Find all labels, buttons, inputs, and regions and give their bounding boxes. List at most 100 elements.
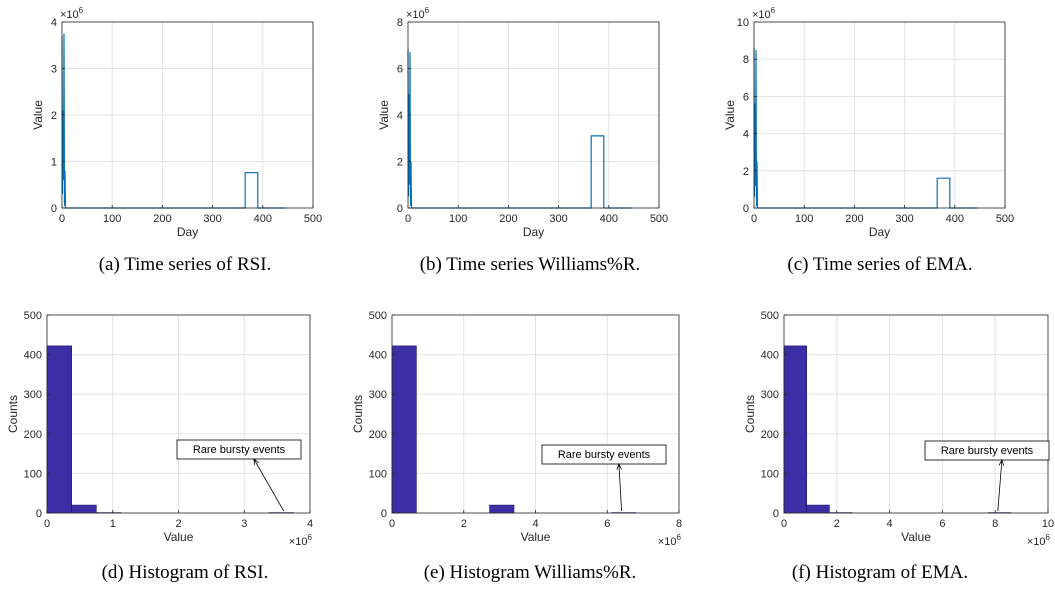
y-tick-label: 500 [369, 310, 387, 322]
annotation-arrow [253, 458, 285, 512]
annotation-text: Rare bursty events [558, 449, 651, 461]
x-tick-label: 300 [549, 213, 567, 225]
y-tick-label: 400 [369, 350, 387, 362]
x-tick-label: 500 [996, 213, 1014, 225]
y-tick-label: 10 [737, 17, 749, 29]
y-tick-label: 200 [369, 429, 387, 441]
y-tick-label: 8 [743, 54, 749, 66]
subfigure-caption: (b) Time series Williams%R. [420, 254, 641, 275]
y-tick-label: 4 [397, 110, 403, 122]
y-axis-label: Counts [743, 395, 757, 433]
y-tick-label: 200 [24, 429, 42, 441]
y-tick-label: 0 [773, 508, 779, 520]
x-tick-label: 4 [887, 518, 893, 530]
subfigure-caption: (f) Histogram of EMA. [792, 562, 968, 583]
y-exponent-power: 6 [771, 6, 776, 15]
x-tick-label: 6 [939, 518, 945, 530]
x-axis-label: Value [521, 530, 551, 544]
y-exponent-label: ×106 [60, 6, 84, 21]
x-exponent-label: ×106 [658, 533, 682, 548]
y-tick-label: 300 [24, 389, 42, 401]
y-tick-label: 6 [743, 91, 749, 103]
x-tick-label: 400 [946, 213, 964, 225]
x-tick-label: 500 [650, 213, 668, 225]
x-tick-label: 200 [845, 213, 863, 225]
chart-panel-e: 0 2 4 6 8 0 100 200 300 400 500 Value Counts ×106 Rare… [351, 310, 682, 583]
x-tick-label: 6 [604, 518, 610, 530]
y-tick-label: 400 [761, 350, 779, 362]
histogram-bar [783, 345, 808, 514]
series-line [753, 47, 978, 209]
x-tick-label: 4 [532, 518, 538, 530]
axes-box [753, 21, 1006, 209]
y-tick-label: 0 [743, 203, 749, 215]
annotation-box [176, 439, 302, 460]
annotation-arrow [997, 459, 1003, 512]
y-tick-label: 500 [761, 310, 779, 322]
histogram-bar [391, 345, 417, 514]
y-tick-label: 400 [24, 350, 42, 362]
x-tick-label: 200 [499, 213, 517, 225]
y-exponent-label: ×106 [752, 6, 776, 21]
y-axis-label: Value [31, 100, 45, 130]
histogram-bar [71, 504, 97, 514]
x-tick-label: 200 [153, 213, 171, 225]
x-axis-label: Day [177, 225, 198, 239]
subfigure-caption: (c) Time series of EMA. [787, 254, 972, 275]
x-exponent-label: ×106 [289, 533, 313, 548]
x-tick-label: 0 [44, 518, 50, 530]
y-axis-label: Counts [351, 395, 365, 433]
series-line [61, 33, 286, 209]
x-tick-label: 0 [405, 213, 411, 225]
subfigure-caption: (a) Time series of RSI. [99, 254, 272, 275]
subfigure-caption: (e) Histogram Williams%R. [424, 562, 637, 583]
x-axis-label: Value [164, 530, 194, 544]
annotation-arrow [618, 463, 622, 512]
x-tick-label: 10 [1042, 518, 1054, 530]
y-tick-label: 0 [381, 508, 387, 520]
x-exponent-power: 6 [1046, 533, 1051, 542]
x-tick-label: 0 [389, 518, 395, 530]
subfigure-caption: (d) Histogram of RSI. [102, 562, 269, 583]
y-axis-label: Value [377, 100, 391, 130]
y-tick-label: 3 [51, 64, 57, 76]
x-exponent-label: ×106 [1027, 533, 1051, 548]
x-exponent-power: 6 [308, 533, 313, 542]
x-exponent-power: 6 [677, 533, 682, 542]
x-axis-label: Value [901, 530, 931, 544]
chart-panel-d: 0 1 2 3 4 0 100 200 300 400 500 Value Counts ×106 Rare… [6, 310, 313, 583]
y-axis-label: Counts [6, 395, 20, 433]
y-tick-label: 0 [397, 203, 403, 215]
x-tick-label: 0 [781, 518, 787, 530]
y-tick-label: 100 [24, 468, 42, 480]
y-tick-label: 500 [24, 310, 42, 322]
y-tick-label: 300 [369, 389, 387, 401]
x-tick-label: 400 [600, 213, 618, 225]
y-exponent-power: 6 [425, 6, 430, 15]
x-axis-label: Day [523, 225, 544, 239]
y-tick-label: 100 [761, 468, 779, 480]
chart-panel-f: 0 2 4 6 8 100100200300400500ValueCounts×106Ra… [743, 310, 1054, 583]
y-tick-label: 2 [397, 157, 403, 169]
y-tick-label: 100 [369, 468, 387, 480]
series-line [407, 49, 632, 209]
x-tick-label: 300 [895, 213, 913, 225]
x-tick-label: 0 [751, 213, 757, 225]
annotation-box [924, 440, 1050, 461]
x-tick-label: 0 [59, 213, 65, 225]
annotation-arrowhead [253, 458, 259, 466]
x-tick-label: 2 [834, 518, 840, 530]
y-tick-label: 200 [761, 429, 779, 441]
x-tick-label: 3 [241, 518, 247, 530]
x-tick-label: 2 [461, 518, 467, 530]
y-axis-label: Value [723, 100, 737, 130]
x-tick-label: 1 [110, 518, 116, 530]
histogram-bar [46, 345, 72, 514]
y-tick-label: 8 [397, 17, 403, 29]
chart-panel-b: 0 100 200 300 400 500 0 2 4 6 8 Day Value ×106 (b) Tim… [377, 6, 668, 275]
y-tick-label: 0 [51, 203, 57, 215]
x-tick-label: 100 [795, 213, 813, 225]
chart-panel-c: 0 100 200 300 400 500 0 2 4 6 8 10 Day Value ×106 (c) T… [723, 6, 1014, 275]
y-tick-label: 4 [51, 17, 57, 29]
